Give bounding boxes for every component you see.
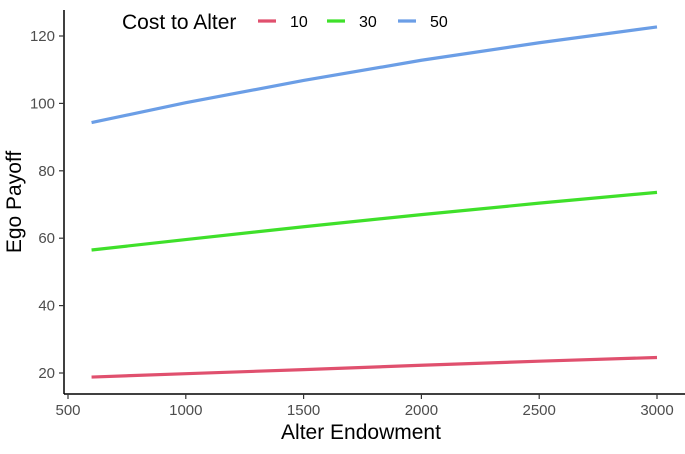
x-tick-label: 2500: [523, 402, 556, 419]
x-tick-label: 500: [55, 402, 80, 419]
legend: Cost to Alter 10 30 50: [122, 11, 448, 34]
y-axis-label: Ego Payoff: [3, 151, 26, 254]
legend-label: 30: [359, 14, 377, 31]
y-tick-label: 40: [38, 298, 55, 315]
series-line-30: [91, 190, 658, 252]
legend-label: 10: [290, 14, 308, 31]
x-tick-label: 1500: [287, 402, 320, 419]
x-tick-label: 3000: [640, 402, 673, 419]
x-tick-label: 1000: [169, 402, 202, 419]
x-tick-label: 2000: [405, 402, 438, 419]
y-tick-label: 20: [38, 365, 55, 382]
legend-title: Cost to Alter: [122, 11, 236, 34]
series-line-50: [91, 25, 658, 125]
y-tick-label: 100: [30, 95, 55, 112]
legend-label: 50: [430, 14, 448, 31]
series-line-10: [91, 355, 658, 379]
x-axis-label: Alter Endowment: [281, 421, 441, 444]
y-tick-label: 80: [38, 163, 55, 180]
y-tick-label: 120: [30, 28, 55, 45]
y-tick-label: 60: [38, 230, 55, 247]
